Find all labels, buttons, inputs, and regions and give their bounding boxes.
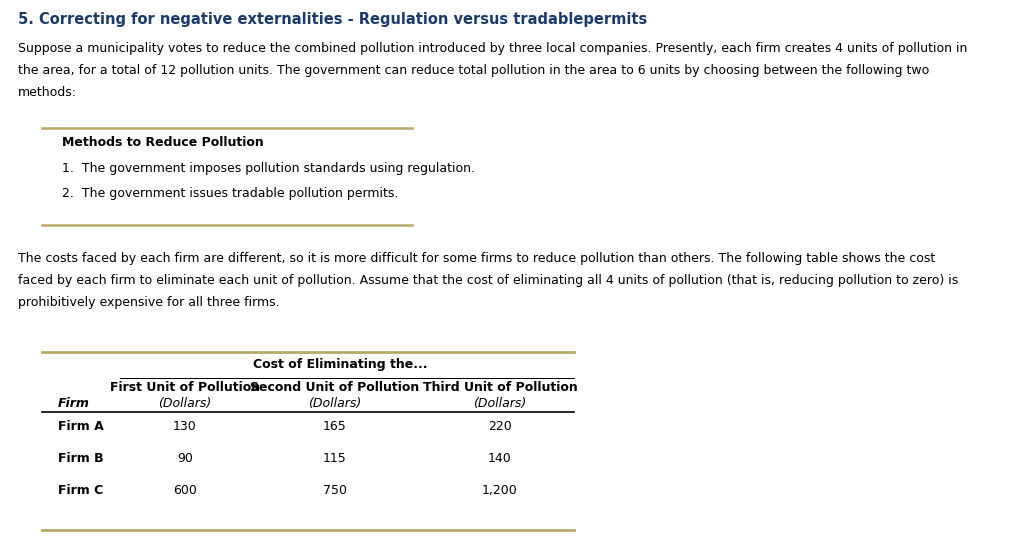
Text: 115: 115 — [324, 452, 347, 465]
Text: Suppose a municipality votes to reduce the combined pollution introduced by thre: Suppose a municipality votes to reduce t… — [18, 42, 968, 55]
Text: 220: 220 — [488, 420, 512, 433]
Text: 2.  The government issues tradable pollution permits.: 2. The government issues tradable pollut… — [62, 187, 398, 200]
Text: 5. Correcting for negative externalities - Regulation versus tradablepermits: 5. Correcting for negative externalities… — [18, 12, 647, 27]
Text: 165: 165 — [324, 420, 347, 433]
Text: 1.  The government imposes pollution standards using regulation.: 1. The government imposes pollution stan… — [62, 162, 475, 175]
Text: 130: 130 — [173, 420, 197, 433]
Text: the area, for a total of 12 pollution units. The government can reduce total pol: the area, for a total of 12 pollution un… — [18, 64, 929, 77]
Text: Cost of Eliminating the...: Cost of Eliminating the... — [253, 358, 427, 371]
Text: 600: 600 — [173, 484, 197, 497]
Text: 750: 750 — [323, 484, 347, 497]
Text: Firm C: Firm C — [58, 484, 103, 497]
Text: The costs faced by each firm are different, so it is more difficult for some fir: The costs faced by each firm are differe… — [18, 252, 935, 265]
Text: Second Unit of Pollution: Second Unit of Pollution — [251, 381, 420, 394]
Text: Third Unit of Pollution: Third Unit of Pollution — [423, 381, 578, 394]
Text: prohibitively expensive for all three firms.: prohibitively expensive for all three fi… — [18, 296, 280, 309]
Text: 90: 90 — [177, 452, 193, 465]
Text: methods:: methods: — [18, 86, 77, 99]
Text: (Dollars): (Dollars) — [473, 397, 526, 410]
Text: Firm B: Firm B — [58, 452, 103, 465]
Text: faced by each firm to eliminate each unit of pollution. Assume that the cost of : faced by each firm to eliminate each uni… — [18, 274, 958, 287]
Text: (Dollars): (Dollars) — [308, 397, 361, 410]
Text: Methods to Reduce Pollution: Methods to Reduce Pollution — [62, 136, 264, 149]
Text: First Unit of Pollution: First Unit of Pollution — [110, 381, 260, 394]
Text: 140: 140 — [488, 452, 512, 465]
Text: Firm A: Firm A — [58, 420, 103, 433]
Text: Firm: Firm — [58, 397, 90, 410]
Text: 1,200: 1,200 — [482, 484, 518, 497]
Text: (Dollars): (Dollars) — [159, 397, 212, 410]
